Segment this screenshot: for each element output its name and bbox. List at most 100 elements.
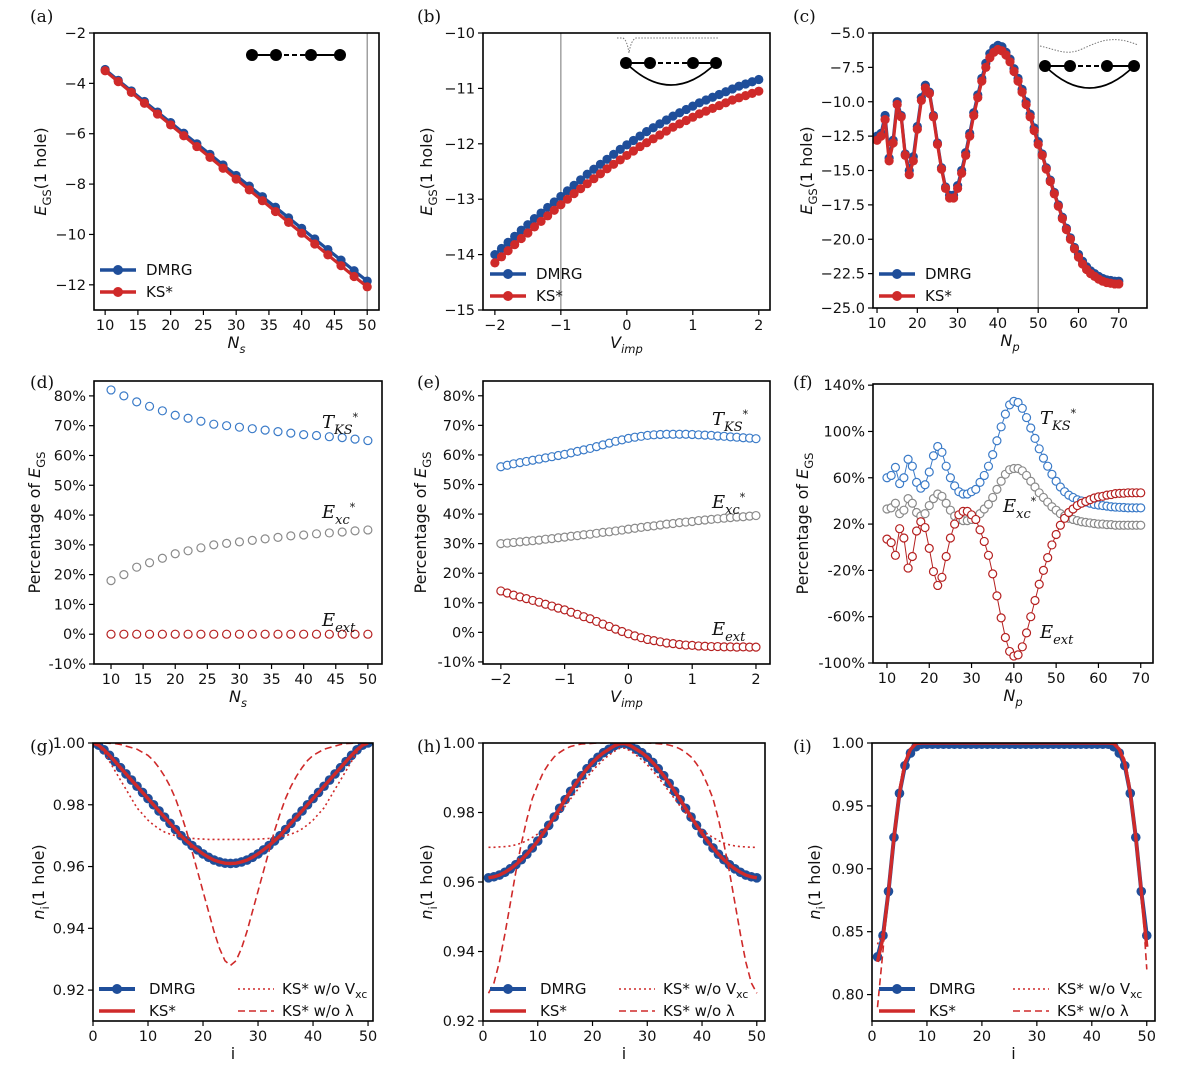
data-point [1017, 87, 1027, 97]
series-line [876, 743, 1148, 1008]
data-point [933, 580, 943, 591]
x-tick-label: 50 [748, 1029, 766, 1045]
series-annotation: Exc* [711, 491, 746, 518]
data-point [324, 432, 334, 442]
x-axis-label-main: N [229, 687, 241, 706]
y-axis-label: Percentage of EGS [793, 453, 816, 595]
legend-label-main: KS* w/o λ [663, 1002, 735, 1020]
data-point [536, 216, 546, 226]
data-point [1013, 76, 1023, 86]
y-tick-label: −6 [65, 127, 86, 143]
data-point [1043, 553, 1053, 563]
data-point [988, 569, 998, 579]
data-point [556, 200, 566, 210]
x-tick-label: 50 [1138, 1029, 1156, 1045]
data-point [892, 99, 902, 110]
data-point [945, 473, 956, 483]
x-tick-label: 50 [358, 318, 376, 334]
x-tick-label: 0 [867, 1029, 876, 1045]
legend-label: KS* w/o λ [663, 1002, 735, 1020]
lattice-site [305, 49, 317, 61]
series-line [93, 743, 369, 866]
data-point [940, 183, 951, 193]
data-point [1037, 150, 1047, 160]
data-point [299, 629, 309, 639]
legend: DMRG KS* [100, 261, 193, 301]
legend-label-main: KS* [925, 287, 952, 305]
legend-entry: DMRG [879, 980, 976, 998]
y-tick-label: 50% [54, 478, 86, 494]
data-point [948, 193, 959, 203]
data-point [179, 131, 189, 141]
y-tick-label: -10% [438, 655, 475, 671]
series-annotation-main: E [1039, 622, 1053, 643]
data-point [157, 629, 167, 639]
data-point [924, 467, 934, 477]
axes-frame [872, 32, 1148, 309]
y-tick-label: 80% [443, 389, 475, 405]
data-point [950, 519, 960, 529]
y-axis-label-symbol: E [411, 467, 430, 478]
lattice-site [334, 49, 346, 61]
data-point [1055, 520, 1065, 530]
y-tick-label: −12 [55, 278, 86, 294]
x-axis-label: i [1011, 1044, 1015, 1063]
series-annotation-main: E [321, 502, 335, 523]
legend-label: KS* w/o Vxc [663, 980, 748, 1001]
plot-area [483, 743, 762, 994]
data-point [286, 531, 296, 541]
series-annotation-sup: * [1071, 407, 1077, 420]
series-annotation-sup: * [350, 501, 356, 514]
x-tick-label: 10 [878, 671, 896, 687]
x-axis-label-sub: s [239, 342, 245, 356]
series-line [876, 743, 1148, 945]
x-axis-label-main: i [622, 1044, 626, 1063]
data-point [589, 174, 599, 184]
series-ks-w-o-lambda [876, 743, 1148, 1008]
series-e-xc- [496, 510, 761, 549]
data-point [876, 131, 886, 141]
x-tick-label: 20 [194, 1029, 212, 1045]
legend-entry: KS* w/o Vxc [1013, 980, 1142, 1001]
series-ks- [490, 86, 764, 268]
data-point [1047, 540, 1057, 550]
legend-label: KS* w/o Vxc [1057, 980, 1142, 1001]
y-tick-label: 80% [54, 389, 86, 405]
series-line [93, 743, 369, 841]
x-tick-label: 30 [227, 318, 245, 334]
series-annotation-main: T [712, 409, 726, 430]
legend-entry: KS* [99, 1002, 176, 1020]
legend-label-main: KS* w/o λ [282, 1002, 354, 1020]
lattice-site [1039, 60, 1051, 72]
legend-label-main: KS* [149, 1002, 176, 1020]
data-point [183, 413, 193, 423]
series-ks-w-o-lambda [487, 743, 758, 994]
series-annotation-main: T [1040, 408, 1054, 429]
data-point [1073, 252, 1084, 262]
y-axis-label-main: n [417, 910, 436, 920]
data-point [311, 430, 322, 441]
legend-label-main: DMRG [146, 261, 193, 279]
data-point [170, 629, 180, 639]
legend-label-sub: xc [1130, 988, 1142, 1001]
data-point [890, 498, 901, 508]
data-point [983, 461, 994, 471]
y-tick-label: 10% [54, 597, 86, 613]
x-tick-label: 25 [194, 318, 212, 334]
x-tick-label: 30 [249, 1029, 267, 1045]
legend-label: DMRG [536, 265, 583, 283]
x-tick-label: 40 [693, 1029, 711, 1045]
y-axis-label: Percentage of EGS [411, 452, 434, 594]
data-point [979, 536, 989, 547]
data-point [350, 629, 360, 639]
x-axis-label-main: N [1000, 331, 1012, 350]
x-axis-label: i [622, 1044, 626, 1063]
series-dmrg [483, 743, 762, 883]
legend-entry: DMRG [99, 980, 196, 998]
legend-entry: KS* [100, 283, 173, 301]
legend-swatch-marker [503, 269, 513, 279]
data-point [1013, 650, 1023, 660]
data-point [595, 169, 606, 179]
data-point [988, 450, 998, 460]
series-annotation-main: E [1002, 496, 1016, 517]
